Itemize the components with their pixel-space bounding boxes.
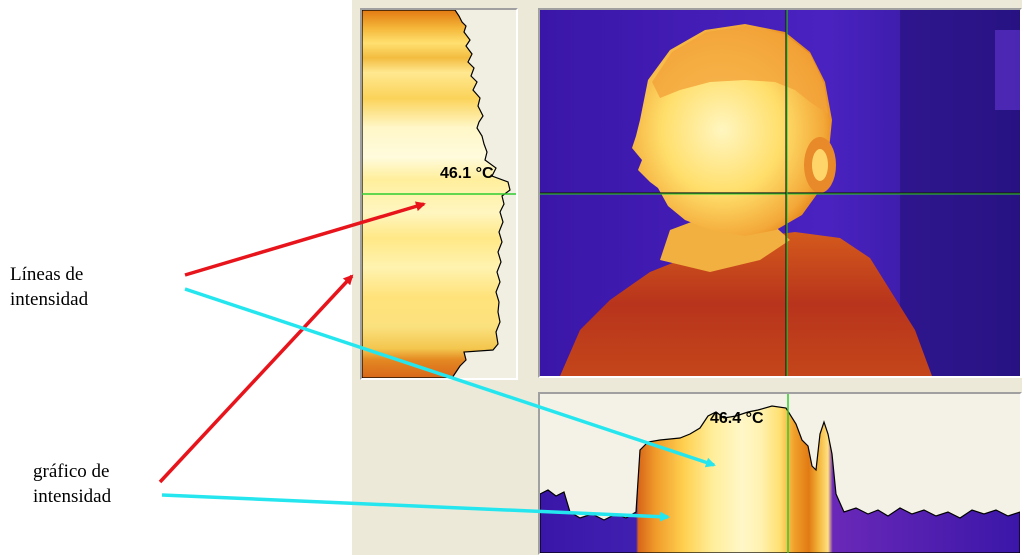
intensity-graph-label-line2: intensidad [33, 486, 112, 507]
intensity-lines-label-line1: Líneas de [10, 264, 84, 285]
vertical-intensity-profile [360, 8, 518, 380]
horizontal-intensity-profile [538, 392, 1022, 555]
intensity-graph-label-line1: gráfico de [33, 461, 110, 482]
intensity-lines-label-line2: intensidad [10, 289, 89, 310]
intensity-graph-callout: gráfico de intensidad [33, 459, 193, 509]
thermal-image-view[interactable] [538, 8, 1022, 378]
horizontal-temperature-readout: 46.4 °C [710, 410, 764, 427]
intensity-lines-callout: Líneas de intensidad [10, 262, 190, 312]
vertical-temperature-readout: 46.1 °C [440, 165, 494, 182]
horizontal-profile-curve [540, 405, 1020, 553]
